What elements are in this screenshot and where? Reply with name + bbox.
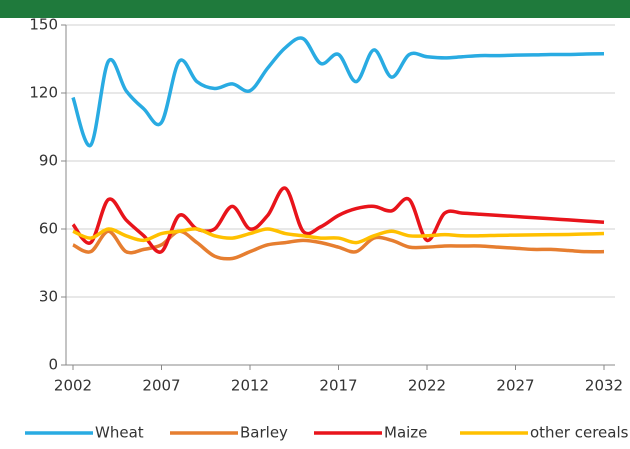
x-tick-label: 2027 bbox=[496, 377, 534, 395]
y-tick-label: 0 bbox=[48, 356, 58, 374]
data-line bbox=[71, 186, 605, 254]
x-tick-label: 2002 bbox=[54, 377, 92, 395]
x-tick-label: 2017 bbox=[319, 377, 357, 395]
y-tick-label: 150 bbox=[29, 16, 58, 34]
y-tick-label: 120 bbox=[29, 84, 58, 102]
x-tick-label: 2012 bbox=[231, 377, 269, 395]
legend-label: Maize bbox=[384, 424, 427, 442]
data-line bbox=[72, 227, 605, 245]
x-tick-label: 2032 bbox=[585, 377, 623, 395]
x-tick-label: 2007 bbox=[142, 377, 180, 395]
legend-label: other cereals bbox=[530, 424, 629, 442]
data-line bbox=[72, 229, 605, 261]
header-bar bbox=[0, 0, 630, 18]
x-tick-label: 2022 bbox=[408, 377, 446, 395]
y-tick-label: 60 bbox=[39, 220, 58, 238]
data-line bbox=[71, 36, 605, 147]
legend-label: Wheat bbox=[95, 424, 144, 442]
legend-label: Barley bbox=[240, 424, 288, 442]
y-tick-label: 30 bbox=[39, 288, 58, 306]
y-tick-label: 90 bbox=[39, 152, 58, 170]
